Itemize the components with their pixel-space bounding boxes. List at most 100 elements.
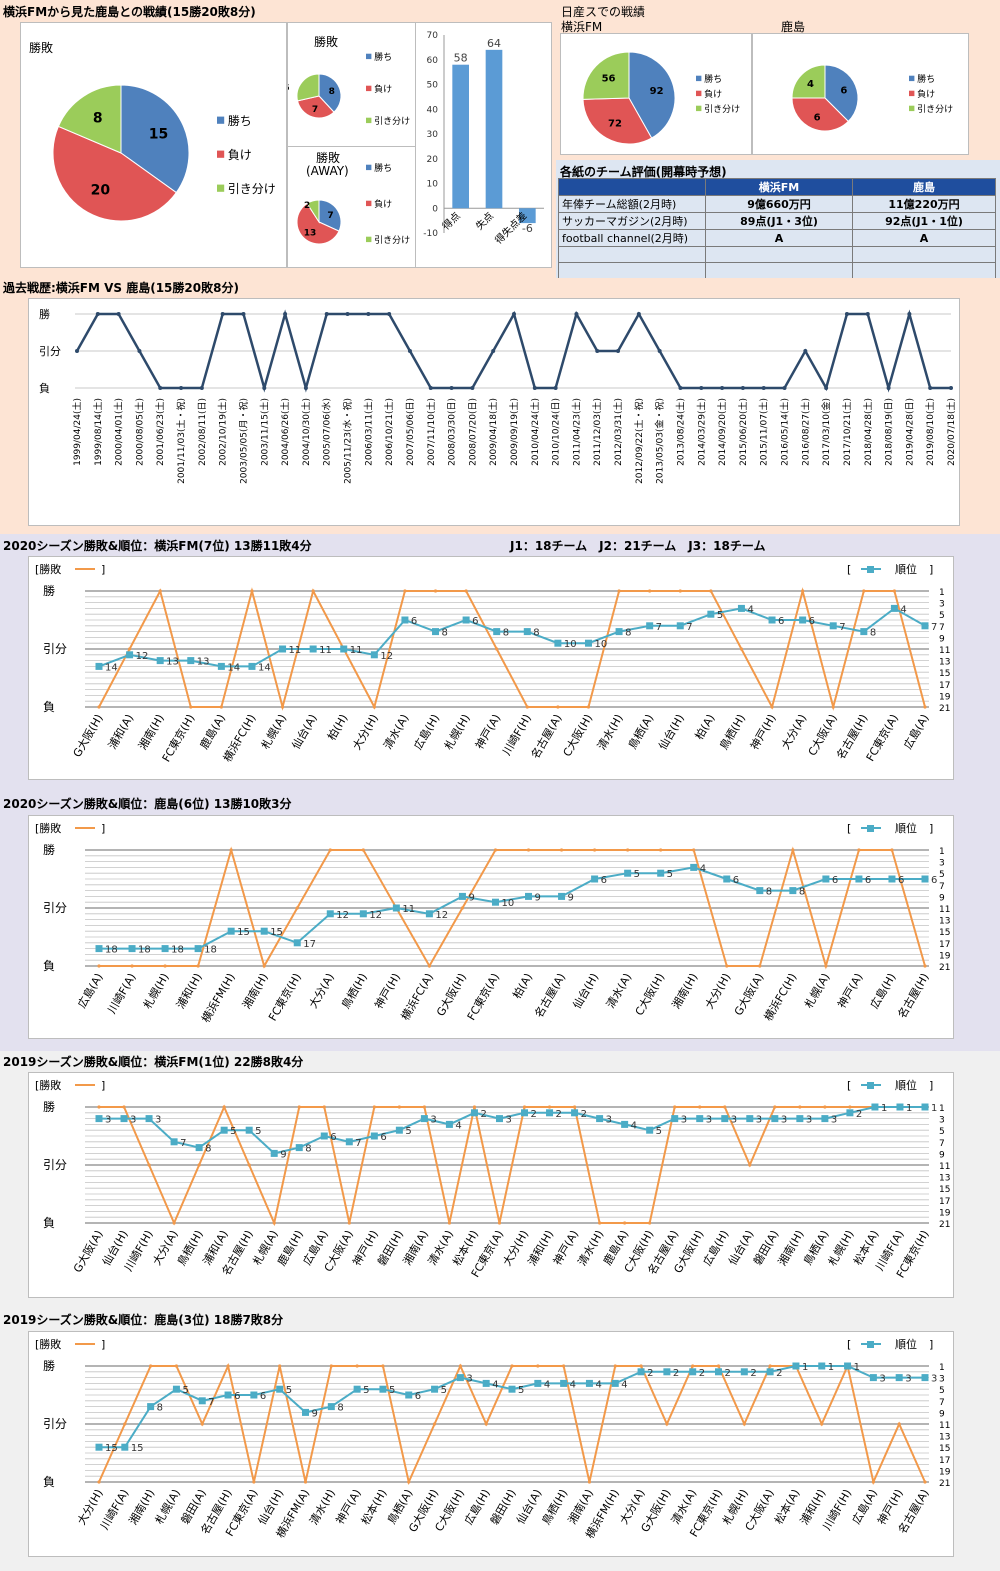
history-point [220, 312, 225, 316]
pie-data-label: 7 [312, 105, 318, 115]
rank-data-label: 2 [725, 1368, 731, 1379]
result-y-label: 負 [43, 959, 55, 973]
result-point [130, 964, 134, 968]
rank-point [855, 875, 863, 883]
rank-point [822, 875, 830, 883]
rank-tick-label: 13 [939, 658, 950, 668]
bar-ytick-label: 50 [427, 81, 439, 91]
result-point [495, 647, 499, 651]
pie-slice [296, 95, 335, 119]
bar-ytick-label: 30 [427, 130, 439, 140]
legend-result-label: [勝敗 [35, 562, 61, 576]
legend-label: 引き分け [917, 104, 953, 115]
rank-tick-label: 7 [939, 623, 945, 633]
category-label: 横浜FM(H) [198, 971, 237, 1025]
rank-point [302, 1408, 309, 1416]
rank-point [596, 1115, 604, 1123]
history-point [75, 349, 79, 353]
rank-data-label: 3 [606, 1115, 612, 1126]
legend-rank-bracket-close: ] [929, 1079, 933, 1092]
eval-cell [705, 262, 853, 279]
history-y-label: 引分 [39, 344, 61, 358]
rank-data-label: 4 [570, 1379, 576, 1390]
result-point [586, 705, 591, 709]
result-point [250, 589, 254, 593]
rank-tick-label: 5 [939, 611, 945, 621]
history-point [761, 386, 766, 390]
result-y-label: 引分 [43, 642, 67, 656]
result-point [347, 1221, 351, 1225]
rank-point [715, 1368, 722, 1376]
result-point [648, 589, 652, 593]
result-point [773, 1105, 777, 1109]
top-title: 横浜FMから見た鹿島との戦績(15勝20敗8分) [3, 5, 256, 19]
rank-tick-label: 21 [939, 1220, 950, 1230]
result-point [280, 705, 285, 709]
result-line [98, 587, 926, 711]
history-date-label: 2007/05/06(日) [405, 398, 416, 466]
result-point [522, 1105, 527, 1109]
history-date-label: 2008/07/20(日) [467, 398, 478, 466]
rank-point [279, 645, 287, 653]
rank-data-label: 12 [380, 651, 393, 662]
rank-point [591, 875, 599, 883]
eval-cell: 92点(J1・1位) [852, 212, 996, 230]
result-point [355, 1364, 359, 1368]
rank-point [445, 1120, 453, 1128]
rank-point [120, 1115, 128, 1123]
season-0-title: 2020シーズン勝敗&順位：横浜FM(7位) 13勝11敗4分 [3, 539, 312, 553]
pie-data-label: 92 [650, 86, 664, 97]
pie-away-panel: 勝敗 (AWAY) 7 13 2 勝ち 負け 引き分け [287, 146, 416, 268]
rank-tick-label: 9 [939, 893, 945, 903]
result-point [97, 1480, 101, 1484]
eval-row: 年俸チーム総額(2月時) 9億660万円 11億220万円 [558, 195, 996, 213]
rank-line [99, 1106, 925, 1155]
pie-data-label: 6 [288, 84, 289, 94]
nissan-team1: 横浜FM [561, 20, 603, 34]
rank-point [637, 1368, 645, 1376]
result-point [147, 1163, 151, 1167]
pie-slice [57, 84, 122, 154]
legend-swatch [909, 105, 915, 112]
rank-data-label: 3 [466, 1374, 472, 1385]
history-point [782, 386, 787, 390]
result-point [433, 589, 438, 593]
rank-point [121, 1443, 129, 1451]
rank-data-label: 11 [289, 645, 302, 656]
rank-data-label: 4 [900, 604, 906, 615]
history-date-label: 2015/06/20(土) [737, 398, 749, 466]
rank-point [584, 639, 592, 647]
rank-point [707, 610, 715, 618]
rank-data-label: 13 [166, 657, 179, 668]
category-label: 柏(H) [324, 712, 350, 743]
history-date-label: 2000/08/05(土) [133, 398, 145, 466]
legend-label: 負け [374, 83, 392, 95]
legend-rank-bracket: [ [847, 1079, 851, 1092]
rank-data-label: 9 [468, 892, 474, 903]
result-point [626, 848, 630, 852]
rank-data-label: 5 [441, 1385, 447, 1396]
legend-bracket: ] [101, 563, 105, 576]
rank-tick-label: 13 [939, 917, 950, 927]
legend-label: 引き分け [374, 235, 410, 246]
rank-data-label: 5 [363, 1385, 369, 1396]
result-point [278, 1364, 282, 1368]
rank-data-label: 4 [492, 1379, 498, 1390]
rank-point [145, 1115, 153, 1123]
result-y-label: 引分 [43, 1417, 67, 1431]
pie-data-label: 20 [91, 183, 111, 199]
legend-swatch [696, 90, 702, 97]
season-0-panel: 1 3 5 7 9 11 13 15 17 19 21 勝引分負 [勝敗][順位] 14 12 13 13 14 1… [28, 556, 954, 780]
season-2-panel: 1 3 5 7 9 11 13 15 17 19 21 勝引分負 [勝敗][順位] 3 3 3 7 8 5 5 9 8 6 7… [28, 1072, 954, 1298]
result-point [189, 705, 193, 709]
rank-point [921, 622, 929, 630]
pie-data-label: 15 [149, 127, 168, 143]
legend-rank-text: 順位 [895, 1078, 917, 1092]
rank-data-label: 8 [337, 1403, 343, 1414]
legend-label: 引き分け [374, 116, 410, 127]
rank-point [248, 662, 256, 670]
rank-tick-label: 5 [939, 1386, 945, 1396]
rank-tick-label: 13 [939, 1433, 950, 1443]
